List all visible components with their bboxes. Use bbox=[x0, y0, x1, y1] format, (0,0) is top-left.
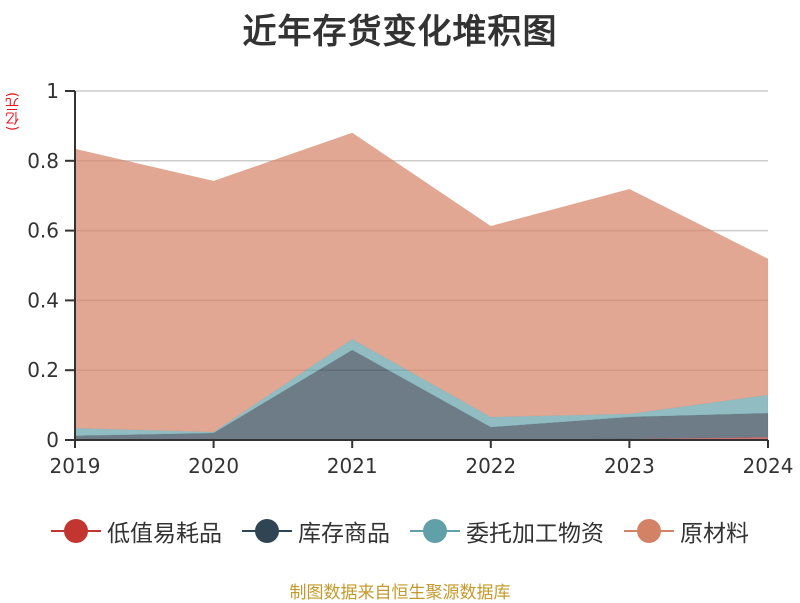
legend-item-low-value-consumables[interactable]: 低值易耗品 bbox=[51, 514, 222, 548]
legend-marker-icon bbox=[242, 519, 292, 543]
legend-label: 原材料 bbox=[680, 521, 749, 547]
legend-label: 低值易耗品 bbox=[107, 521, 222, 547]
data-source-note: 制图数据来自恒生聚源数据库 bbox=[289, 583, 511, 603]
axes: 0 0.2 0.4 0.6 0.8 1 2019 2020 2021 2022 2023 2024 bbox=[27, 79, 793, 478]
legend: 低值易耗品 库存商品 委托加工物资 原材料 bbox=[0, 514, 800, 548]
area-原材料[interactable] bbox=[74, 132, 769, 433]
area-series bbox=[74, 132, 769, 441]
y-tick-label: 0.2 bbox=[27, 358, 59, 382]
x-tick-label: 2019 bbox=[50, 454, 101, 478]
y-tick-label: 1 bbox=[46, 79, 59, 103]
x-tick-label: 2023 bbox=[604, 454, 655, 478]
x-tick-label: 2024 bbox=[743, 454, 794, 478]
legend-item-merchandise-inventory[interactable]: 库存商品 bbox=[242, 514, 390, 548]
chart-title: 近年存货变化堆积图 bbox=[242, 12, 558, 52]
legend-marker-icon bbox=[51, 519, 101, 543]
x-tick-label: 2020 bbox=[188, 454, 239, 478]
x-tick-label: 2021 bbox=[327, 454, 378, 478]
y-tick-label: 0.4 bbox=[27, 288, 59, 312]
legend-marker-icon bbox=[410, 519, 460, 543]
legend-item-consigned-processing-materials[interactable]: 委托加工物资 bbox=[410, 514, 604, 548]
y-tick-label: 0 bbox=[46, 428, 59, 452]
y-tick-label: 0.8 bbox=[27, 149, 59, 173]
legend-label: 委托加工物资 bbox=[466, 521, 604, 547]
x-tick-label: 2022 bbox=[465, 454, 516, 478]
y-tick-label: 0.6 bbox=[27, 219, 59, 243]
legend-marker-icon bbox=[624, 519, 674, 543]
legend-label: 库存商品 bbox=[298, 521, 390, 547]
legend-item-raw-materials[interactable]: 原材料 bbox=[624, 514, 749, 548]
